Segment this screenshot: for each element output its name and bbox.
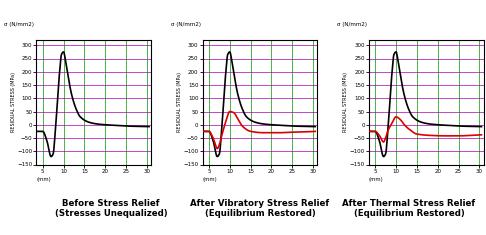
Y-axis label: RESIDUAL STRESS (MPa): RESIDUAL STRESS (MPa)	[177, 72, 182, 132]
Text: (mm): (mm)	[36, 177, 51, 182]
Text: (mm): (mm)	[203, 177, 217, 182]
Text: σ (N/mm2): σ (N/mm2)	[171, 23, 201, 27]
Text: After Thermal Stress Relief
(Equilibrium Restored): After Thermal Stress Relief (Equilibrium…	[343, 199, 476, 218]
Text: After Vibratory Stress Relief
(Equilibrium Restored): After Vibratory Stress Relief (Equilibri…	[191, 199, 330, 218]
Text: σ (N/mm2): σ (N/mm2)	[4, 23, 35, 27]
Text: Before Stress Relief
(Stresses Unequalized): Before Stress Relief (Stresses Unequaliz…	[54, 199, 167, 218]
Text: σ (N/mm2): σ (N/mm2)	[337, 23, 367, 27]
Y-axis label: RESIDUAL STRESS (MPa): RESIDUAL STRESS (MPa)	[343, 72, 348, 132]
Text: (mm): (mm)	[369, 177, 383, 182]
Y-axis label: RESIDUAL STRESS (MPa): RESIDUAL STRESS (MPa)	[11, 72, 16, 132]
